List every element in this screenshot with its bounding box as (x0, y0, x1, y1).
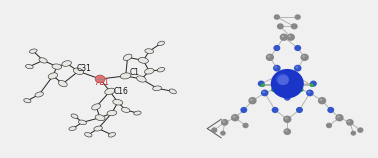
Ellipse shape (62, 61, 71, 66)
Circle shape (319, 98, 322, 101)
Text: C16: C16 (114, 87, 129, 96)
Circle shape (346, 119, 354, 126)
Ellipse shape (48, 73, 58, 79)
Ellipse shape (71, 114, 78, 118)
Ellipse shape (121, 107, 130, 112)
Circle shape (348, 120, 350, 123)
Ellipse shape (95, 115, 105, 121)
Ellipse shape (85, 133, 92, 137)
Ellipse shape (52, 64, 62, 69)
Circle shape (285, 69, 290, 73)
Circle shape (291, 23, 298, 29)
Text: C1: C1 (130, 68, 139, 77)
Circle shape (281, 35, 284, 38)
Text: As1: As1 (96, 78, 110, 87)
Circle shape (337, 115, 340, 118)
Ellipse shape (78, 120, 87, 125)
Circle shape (273, 65, 281, 72)
Ellipse shape (169, 89, 177, 94)
Circle shape (306, 90, 314, 96)
Ellipse shape (105, 88, 115, 95)
Circle shape (296, 66, 298, 69)
Circle shape (271, 88, 276, 92)
Circle shape (302, 55, 305, 58)
Circle shape (211, 127, 217, 133)
Circle shape (310, 83, 314, 87)
Ellipse shape (134, 111, 141, 115)
Ellipse shape (158, 41, 164, 46)
Circle shape (267, 55, 270, 58)
Ellipse shape (94, 126, 102, 131)
Circle shape (261, 83, 265, 87)
Ellipse shape (24, 99, 31, 103)
Circle shape (285, 130, 288, 132)
Circle shape (294, 45, 301, 51)
Ellipse shape (58, 81, 67, 87)
Circle shape (284, 94, 291, 101)
Circle shape (273, 45, 280, 51)
Circle shape (95, 75, 105, 83)
Circle shape (294, 14, 301, 20)
Circle shape (301, 54, 309, 61)
Circle shape (285, 117, 288, 120)
Circle shape (240, 107, 247, 113)
Circle shape (326, 123, 332, 128)
Circle shape (231, 114, 239, 122)
Ellipse shape (120, 73, 131, 79)
Circle shape (299, 88, 304, 92)
Ellipse shape (144, 68, 154, 74)
Ellipse shape (35, 92, 43, 97)
Ellipse shape (145, 49, 153, 54)
Circle shape (277, 75, 289, 85)
Ellipse shape (136, 76, 146, 82)
Ellipse shape (73, 68, 84, 74)
Circle shape (261, 90, 268, 96)
Circle shape (335, 114, 344, 122)
Circle shape (220, 131, 226, 136)
Circle shape (287, 33, 295, 41)
Circle shape (266, 54, 274, 61)
Circle shape (296, 107, 303, 113)
Ellipse shape (157, 67, 165, 72)
Circle shape (294, 65, 302, 72)
Circle shape (327, 107, 334, 113)
Ellipse shape (153, 86, 161, 91)
Circle shape (262, 91, 265, 93)
Circle shape (284, 128, 291, 135)
Circle shape (310, 81, 317, 87)
Circle shape (318, 97, 326, 104)
Text: C31: C31 (76, 64, 91, 73)
Ellipse shape (25, 64, 33, 69)
Circle shape (277, 23, 284, 29)
Circle shape (274, 14, 280, 20)
Ellipse shape (92, 104, 101, 110)
Circle shape (272, 107, 279, 113)
Ellipse shape (29, 49, 37, 53)
Ellipse shape (108, 132, 116, 137)
Circle shape (276, 73, 289, 85)
Circle shape (232, 115, 235, 118)
Ellipse shape (123, 54, 132, 61)
Ellipse shape (39, 58, 47, 63)
Circle shape (221, 119, 229, 126)
Circle shape (288, 35, 291, 38)
Ellipse shape (107, 110, 117, 116)
Circle shape (357, 127, 363, 133)
Circle shape (271, 69, 304, 98)
Ellipse shape (113, 99, 123, 105)
Circle shape (242, 123, 249, 128)
Circle shape (248, 97, 257, 104)
Circle shape (350, 131, 356, 136)
Ellipse shape (69, 127, 76, 131)
Ellipse shape (138, 58, 148, 63)
Circle shape (250, 98, 253, 101)
Circle shape (280, 33, 288, 41)
Circle shape (283, 115, 291, 123)
Circle shape (308, 91, 310, 93)
Circle shape (258, 81, 265, 87)
Circle shape (274, 66, 277, 69)
Circle shape (222, 120, 225, 123)
